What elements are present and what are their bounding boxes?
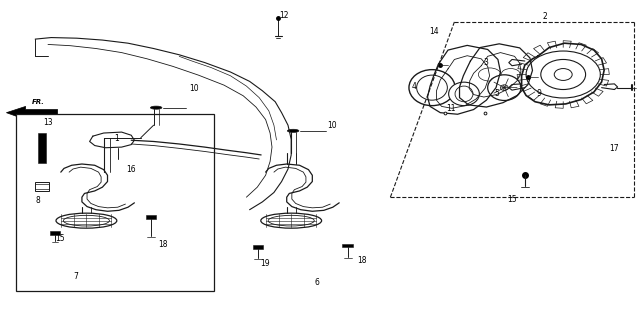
Ellipse shape: [261, 213, 321, 228]
Text: 18: 18: [158, 240, 168, 249]
Ellipse shape: [455, 86, 473, 102]
Ellipse shape: [479, 68, 501, 81]
Ellipse shape: [268, 215, 314, 226]
Text: 12: 12: [279, 11, 289, 19]
Text: 11: 11: [446, 104, 456, 113]
Bar: [50, 231, 60, 235]
Text: FR.: FR.: [32, 99, 45, 105]
Text: 2: 2: [543, 12, 547, 21]
Ellipse shape: [150, 106, 162, 109]
Text: 15: 15: [56, 234, 65, 243]
Ellipse shape: [63, 215, 109, 226]
Text: 7: 7: [73, 272, 78, 280]
Text: 19: 19: [260, 259, 270, 268]
Ellipse shape: [449, 82, 479, 106]
Bar: [16, 114, 214, 291]
Text: 1: 1: [114, 134, 118, 143]
Ellipse shape: [107, 137, 121, 143]
Ellipse shape: [488, 75, 521, 100]
Text: 8: 8: [35, 196, 40, 205]
Ellipse shape: [490, 77, 508, 86]
Bar: [253, 245, 263, 249]
Ellipse shape: [417, 75, 447, 100]
Text: 10: 10: [328, 121, 337, 130]
Bar: [35, 182, 49, 191]
Bar: [114, 158, 123, 162]
Text: 13: 13: [44, 118, 53, 127]
Bar: [342, 244, 353, 247]
Ellipse shape: [56, 213, 117, 228]
Bar: [146, 215, 156, 219]
Text: 4: 4: [412, 82, 417, 90]
Text: 15: 15: [507, 195, 516, 204]
Text: 10: 10: [189, 84, 199, 93]
Ellipse shape: [287, 129, 299, 132]
Bar: [38, 133, 46, 163]
Ellipse shape: [500, 85, 508, 90]
Text: 6: 6: [315, 278, 320, 287]
Polygon shape: [6, 106, 58, 120]
Text: 9: 9: [536, 90, 541, 98]
Text: 17: 17: [609, 144, 619, 153]
Ellipse shape: [409, 70, 455, 106]
Text: 14: 14: [429, 28, 438, 36]
Text: 18: 18: [357, 256, 367, 265]
Ellipse shape: [501, 69, 520, 80]
Text: 5: 5: [494, 90, 499, 98]
Text: 16: 16: [126, 165, 136, 174]
Ellipse shape: [541, 59, 586, 90]
Text: 3: 3: [484, 58, 489, 67]
Ellipse shape: [554, 69, 572, 80]
